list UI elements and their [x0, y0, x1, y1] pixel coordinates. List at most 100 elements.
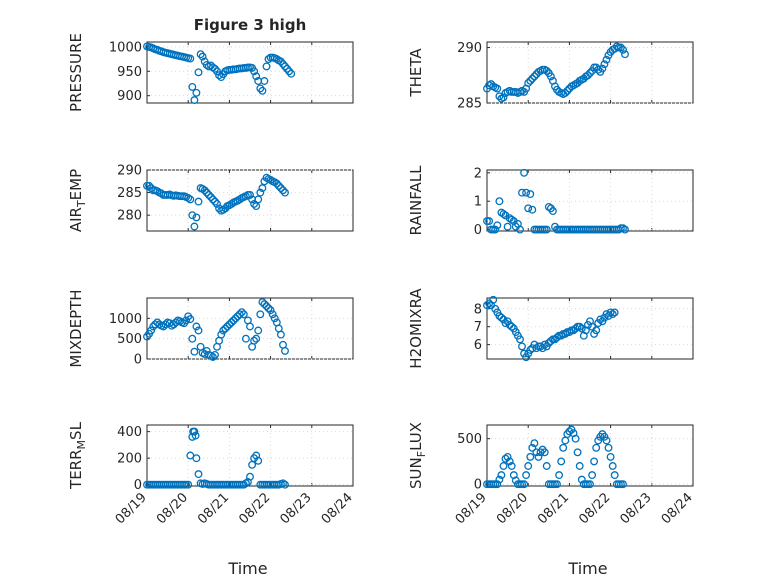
data-point	[202, 346, 211, 355]
data-point	[227, 199, 236, 208]
data-point	[246, 322, 254, 331]
data-point	[241, 334, 250, 343]
data-point	[246, 190, 254, 199]
data-point	[145, 181, 154, 190]
data-point	[188, 82, 197, 91]
data-point	[565, 328, 574, 337]
data-point	[561, 329, 570, 338]
data-point	[246, 472, 254, 481]
data-point	[254, 195, 263, 204]
y-tick-label: 0	[474, 478, 482, 493]
y-tick-label: 285	[457, 97, 482, 112]
data-point	[590, 457, 599, 466]
data-point	[276, 184, 285, 193]
x-tick-label: 08/20	[494, 490, 531, 527]
data-point	[588, 471, 597, 480]
data-point	[254, 326, 263, 335]
x-tick-label: 08/21	[195, 490, 232, 527]
y-tick-label: 0	[134, 353, 142, 368]
subplot-6: 6 7 8 H2OMIXRA	[407, 288, 694, 369]
data-point	[491, 225, 500, 234]
data-point	[483, 301, 491, 310]
data-point	[592, 326, 601, 335]
y-axis-label: RAINFALL	[407, 165, 425, 236]
data-point	[532, 448, 541, 457]
y-tick-label: 7	[474, 320, 482, 335]
data-point	[192, 88, 201, 97]
data-point	[285, 67, 294, 76]
y-tick-label: 280	[117, 209, 142, 224]
data-point	[281, 480, 289, 489]
y-axis-label: TERRMSL	[67, 421, 88, 490]
data-point	[147, 184, 156, 193]
data-point	[237, 308, 246, 317]
data-point	[619, 480, 627, 489]
data-point	[250, 199, 259, 208]
data-point	[586, 69, 594, 78]
data-point	[262, 62, 271, 71]
data-point	[559, 443, 568, 452]
y-tick-label: 400	[117, 425, 142, 440]
data-point	[621, 225, 629, 234]
data-point	[586, 480, 594, 489]
data-point	[184, 480, 193, 489]
data-point	[221, 324, 230, 333]
y-tick-label: 1	[474, 195, 482, 210]
data-point	[577, 324, 586, 333]
data-point	[520, 480, 529, 489]
data-point	[528, 74, 537, 83]
data-point	[596, 315, 605, 324]
y-tick-label: 500	[457, 432, 482, 447]
data-point	[211, 197, 219, 206]
data-point	[534, 452, 543, 461]
x-tick-label: 08/22	[576, 490, 613, 527]
data-point	[548, 207, 557, 216]
plot-area	[486, 297, 694, 360]
data-point	[493, 84, 502, 93]
data-point	[619, 224, 627, 233]
data-point	[561, 89, 570, 97]
y-tick-label: 290	[457, 41, 482, 56]
data-point	[200, 186, 209, 195]
data-point	[516, 335, 524, 344]
y-tick-label: 8	[474, 302, 482, 317]
data-point	[518, 342, 526, 351]
plot-area	[146, 424, 354, 487]
data-point	[495, 197, 504, 206]
data-point	[147, 326, 156, 335]
data-point	[186, 315, 195, 324]
data-point	[215, 71, 224, 80]
subplot-1: 900 950 1000 PRESSURE	[67, 33, 354, 112]
data-point	[258, 86, 267, 95]
y-tick-label: 0	[474, 223, 482, 238]
data-point	[485, 217, 494, 226]
x-tick-label: 08/24	[319, 490, 356, 527]
data-point	[219, 326, 228, 335]
data-point	[575, 322, 584, 331]
data-point	[610, 471, 619, 480]
data-point	[505, 457, 514, 466]
data-point	[256, 188, 265, 197]
data-point	[190, 222, 199, 231]
y-axis-label: AIRTEMP	[67, 169, 88, 232]
data-point	[213, 199, 221, 208]
data-point	[598, 64, 607, 73]
plot-area	[146, 169, 354, 232]
data-point	[192, 213, 201, 222]
data-point	[565, 427, 574, 436]
data-point	[268, 310, 277, 319]
x-tick-label: 08/23	[618, 490, 655, 527]
y-axis-label: MIXDEPTH	[67, 289, 85, 367]
data-point	[217, 330, 226, 339]
data-point	[619, 45, 627, 54]
x-tick-label: 08/22	[236, 490, 273, 527]
data-point	[225, 320, 234, 329]
data-point	[542, 66, 551, 75]
data-point	[540, 448, 549, 457]
x-axis-label: Time	[567, 559, 607, 578]
y-axis-label: SUNFLUX	[407, 422, 428, 489]
data-point	[190, 347, 199, 356]
data-point	[493, 480, 502, 489]
data-point	[250, 67, 259, 76]
